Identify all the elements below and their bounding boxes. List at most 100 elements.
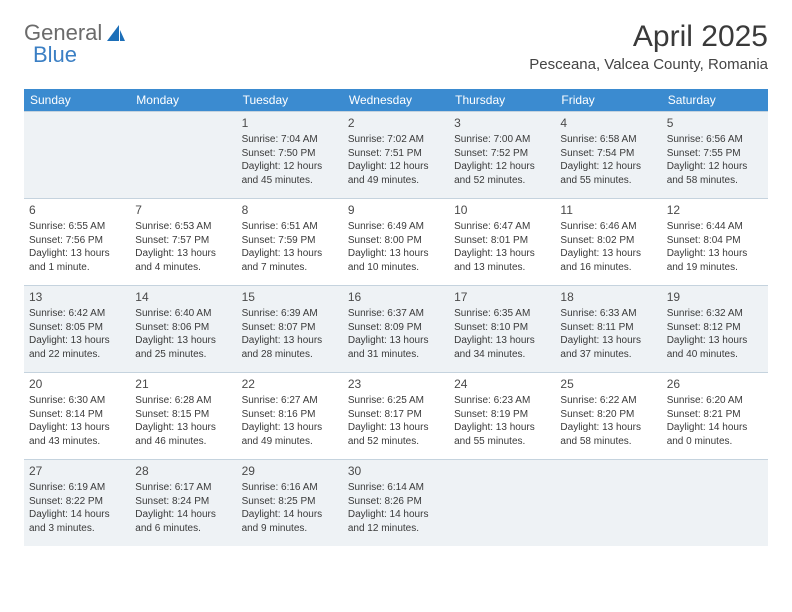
daylight-text: Daylight: 13 hours and 28 minutes. xyxy=(242,334,338,361)
day-cell: 19Sunrise: 6:32 AMSunset: 8:12 PMDayligh… xyxy=(662,286,768,372)
sunrise-text: Sunrise: 6:23 AM xyxy=(454,394,550,408)
day-number: 30 xyxy=(348,463,444,479)
daylight-text: Daylight: 13 hours and 34 minutes. xyxy=(454,334,550,361)
day-number: 17 xyxy=(454,289,550,305)
day-number: 15 xyxy=(242,289,338,305)
sunrise-text: Sunrise: 6:17 AM xyxy=(135,481,231,495)
week-row: 13Sunrise: 6:42 AMSunset: 8:05 PMDayligh… xyxy=(24,285,768,372)
sunrise-text: Sunrise: 7:00 AM xyxy=(454,133,550,147)
day-number: 27 xyxy=(29,463,125,479)
sunset-text: Sunset: 8:02 PM xyxy=(560,234,656,248)
sunset-text: Sunset: 8:16 PM xyxy=(242,408,338,422)
daylight-text: Daylight: 13 hours and 31 minutes. xyxy=(348,334,444,361)
sunset-text: Sunset: 8:25 PM xyxy=(242,495,338,509)
sunrise-text: Sunrise: 6:28 AM xyxy=(135,394,231,408)
sunrise-text: Sunrise: 6:39 AM xyxy=(242,307,338,321)
sunrise-text: Sunrise: 6:20 AM xyxy=(667,394,763,408)
week-row: 6 Sunrise: 6:55 AMSunset: 7:56 PM Daylight… xyxy=(24,198,768,285)
week-row: 20 Sunrise: 6:30 AMSunset: 8:14 PM Dayligh… xyxy=(24,372,768,459)
daylight-text: Daylight: 13 hours and 52 minutes. xyxy=(348,421,444,448)
sunset-text: Sunset: 8:07 PM xyxy=(242,321,338,335)
sunrise-text: Sunrise: 6:35 AM xyxy=(454,307,550,321)
day-cell: 8Sunrise: 6:51 AMSunset: 7:59 PMDaylight… xyxy=(237,199,343,285)
daylight-text: Daylight: 12 hours and 55 minutes. xyxy=(560,160,656,187)
sunset-text: Sunset: 7:56 PM xyxy=(29,234,125,248)
day-cell: 17 Sunrise: 6:35 AMSunset: 8:10 PMDayligh… xyxy=(449,286,555,372)
sunset-text: Sunset: 8:10 PM xyxy=(454,321,550,335)
daylight-text: Daylight: 13 hours and 19 minutes. xyxy=(667,247,763,274)
sunset-text: Sunset: 7:57 PM xyxy=(135,234,231,248)
day-number: 21 xyxy=(135,376,231,392)
day-number: 3 xyxy=(454,115,550,131)
location: Pesceana, Valcea County, Romania xyxy=(529,56,768,73)
sunset-text: Sunset: 8:20 PM xyxy=(560,408,656,422)
day-cell xyxy=(130,112,236,198)
daylight-text: Daylight: 13 hours and 46 minutes. xyxy=(135,421,231,448)
sunrise-text: Sunrise: 6:47 AM xyxy=(454,220,550,234)
sunset-text: Sunset: 7:51 PM xyxy=(348,147,444,161)
dow-sunday: Sunday xyxy=(24,89,130,111)
sunset-text: Sunset: 7:55 PM xyxy=(667,147,763,161)
daylight-text: Daylight: 13 hours and 55 minutes. xyxy=(454,421,550,448)
day-cell: 6Sunrise: 6:55 AMSunset: 7:56 PMDaylight… xyxy=(24,199,130,285)
sunrise-text: Sunrise: 6:33 AM xyxy=(560,307,656,321)
dow-row: Sunday Monday Tuesday Wednesday Thursday… xyxy=(24,89,768,111)
day-cell: 9Sunrise: 6:49 AMSunset: 8:00 PMDaylight… xyxy=(343,199,449,285)
daylight-text: Daylight: 12 hours and 49 minutes. xyxy=(348,160,444,187)
day-number: 19 xyxy=(667,289,763,305)
sunset-text: Sunset: 8:11 PM xyxy=(560,321,656,335)
day-number: 25 xyxy=(560,376,656,392)
calendar: Sunday Monday Tuesday Wednesday Thursday… xyxy=(24,89,768,546)
day-number: 4 xyxy=(560,115,656,131)
day-number: 20 xyxy=(29,376,125,392)
day-number: 22 xyxy=(242,376,338,392)
day-cell: 21 Sunrise: 6:28 AMSunset: 8:15 PMDayligh… xyxy=(130,373,236,459)
day-cell: 18 Sunrise: 6:33 AMSunset: 8:11 PMDayligh… xyxy=(555,286,661,372)
day-number: 26 xyxy=(667,376,763,392)
daylight-text: Daylight: 12 hours and 58 minutes. xyxy=(667,160,763,187)
daylight-text: Daylight: 13 hours and 10 minutes. xyxy=(348,247,444,274)
daylight-text: Daylight: 13 hours and 16 minutes. xyxy=(560,247,656,274)
sunset-text: Sunset: 8:15 PM xyxy=(135,408,231,422)
sunset-text: Sunset: 8:12 PM xyxy=(667,321,763,335)
day-number: 6 xyxy=(29,202,125,218)
day-cell: 29Sunrise: 6:16 AMSunset: 8:25 PMDayligh… xyxy=(237,460,343,546)
daylight-text: Daylight: 13 hours and 22 minutes. xyxy=(29,334,125,361)
day-cell xyxy=(662,460,768,546)
day-number: 28 xyxy=(135,463,231,479)
sunrise-text: Sunrise: 6:53 AM xyxy=(135,220,231,234)
month-title: April 2025 xyxy=(529,20,768,54)
day-number: 18 xyxy=(560,289,656,305)
day-cell: 16Sunrise: 6:37 AMSunset: 8:09 PMDayligh… xyxy=(343,286,449,372)
daylight-text: Daylight: 13 hours and 25 minutes. xyxy=(135,334,231,361)
sunset-text: Sunset: 8:17 PM xyxy=(348,408,444,422)
day-cell: 11Sunrise: 6:46 AMSunset: 8:02 PMDayligh… xyxy=(555,199,661,285)
sunrise-text: Sunrise: 6:30 AM xyxy=(29,394,125,408)
sunset-text: Sunset: 8:14 PM xyxy=(29,408,125,422)
daylight-text: Daylight: 12 hours and 52 minutes. xyxy=(454,160,550,187)
sunset-text: Sunset: 8:06 PM xyxy=(135,321,231,335)
day-cell: 2Sunrise: 7:02 AMSunset: 7:51 PMDaylight… xyxy=(343,112,449,198)
day-cell: 30Sunrise: 6:14 AMSunset: 8:26 PMDayligh… xyxy=(343,460,449,546)
sunrise-text: Sunrise: 6:22 AM xyxy=(560,394,656,408)
sunrise-text: Sunrise: 7:04 AM xyxy=(242,133,338,147)
daylight-text: Daylight: 13 hours and 37 minutes. xyxy=(560,334,656,361)
sunrise-text: Sunrise: 6:55 AM xyxy=(29,220,125,234)
sunrise-text: Sunrise: 6:46 AM xyxy=(560,220,656,234)
sunrise-text: Sunrise: 6:32 AM xyxy=(667,307,763,321)
day-cell: 22Sunrise: 6:27 AMSunset: 8:16 PMDayligh… xyxy=(237,373,343,459)
sunrise-text: Sunrise: 6:56 AM xyxy=(667,133,763,147)
sunset-text: Sunset: 8:04 PM xyxy=(667,234,763,248)
sunrise-text: Sunrise: 6:49 AM xyxy=(348,220,444,234)
day-cell xyxy=(449,460,555,546)
day-number: 10 xyxy=(454,202,550,218)
day-cell: 28Sunrise: 6:17 AMSunset: 8:24 PMDayligh… xyxy=(130,460,236,546)
sunset-text: Sunset: 7:59 PM xyxy=(242,234,338,248)
day-cell: 25Sunrise: 6:22 AMSunset: 8:20 PMDayligh… xyxy=(555,373,661,459)
day-cell: 3Sunrise: 7:00 AMSunset: 7:52 PMDaylight… xyxy=(449,112,555,198)
sunset-text: Sunset: 8:01 PM xyxy=(454,234,550,248)
daylight-text: Daylight: 13 hours and 13 minutes. xyxy=(454,247,550,274)
header: General April 2025 Pesceana, Valcea Coun… xyxy=(24,20,768,73)
day-cell: 1Sunrise: 7:04 AMSunset: 7:50 PMDaylight… xyxy=(237,112,343,198)
sunset-text: Sunset: 8:00 PM xyxy=(348,234,444,248)
